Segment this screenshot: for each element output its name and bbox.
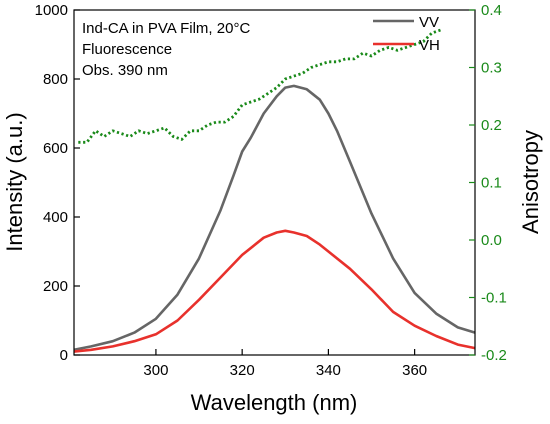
legend-label-vh: VH bbox=[419, 37, 440, 54]
y-right-tick-label: -0.1 bbox=[481, 290, 507, 307]
y-left-tick-label: 600 bbox=[43, 140, 68, 157]
y-right-tick-label: 0.1 bbox=[481, 175, 502, 192]
y-left-tick-label: 800 bbox=[43, 71, 68, 88]
y-right-tick-label: 0.0 bbox=[481, 232, 502, 249]
plot-lines bbox=[73, 28, 476, 353]
x-tick-label: 300 bbox=[143, 362, 168, 379]
y-right-tick-label: 0.2 bbox=[481, 117, 502, 134]
series-line-anisotropy bbox=[78, 28, 441, 144]
y-left-tick-label: 400 bbox=[43, 209, 68, 226]
y-right-tick-label: 0.3 bbox=[481, 60, 502, 77]
series-line-vh bbox=[73, 229, 476, 353]
x-tick-label: 320 bbox=[230, 362, 255, 379]
annotation-line-2: Fluorescence bbox=[82, 41, 172, 58]
y-left-tick-label: 0 bbox=[60, 347, 68, 364]
y-right-tick-label: 0.4 bbox=[481, 2, 502, 19]
annotation-line-1: Ind-CA in PVA Film, 20°C bbox=[82, 20, 250, 37]
y-left-tick-label: 1000 bbox=[35, 2, 68, 19]
y-left-tick-label: 200 bbox=[43, 278, 68, 295]
legend: VV VH bbox=[373, 14, 440, 54]
annotation-line-3: Obs. 390 nm bbox=[82, 62, 168, 79]
x-axis-title: Wavelength (nm) bbox=[191, 390, 358, 415]
x-tick-label: 360 bbox=[402, 362, 427, 379]
y-right-tick-label: -0.2 bbox=[481, 347, 507, 364]
axes: 300 320 340 360 0 200 400 600 800 1000 -0.2 -0.1 0.0… bbox=[35, 2, 507, 379]
legend-label-vv: VV bbox=[419, 14, 439, 31]
x-tick-label: 340 bbox=[316, 362, 341, 379]
annotation-block: Ind-CA in PVA Film, 20°C Fluorescence Ob… bbox=[82, 20, 250, 79]
y-axis-left-title: Intensity (a.u.) bbox=[2, 112, 27, 251]
y-axis-right-title: Anisotropy bbox=[518, 130, 543, 234]
series-line-vv bbox=[73, 84, 476, 352]
